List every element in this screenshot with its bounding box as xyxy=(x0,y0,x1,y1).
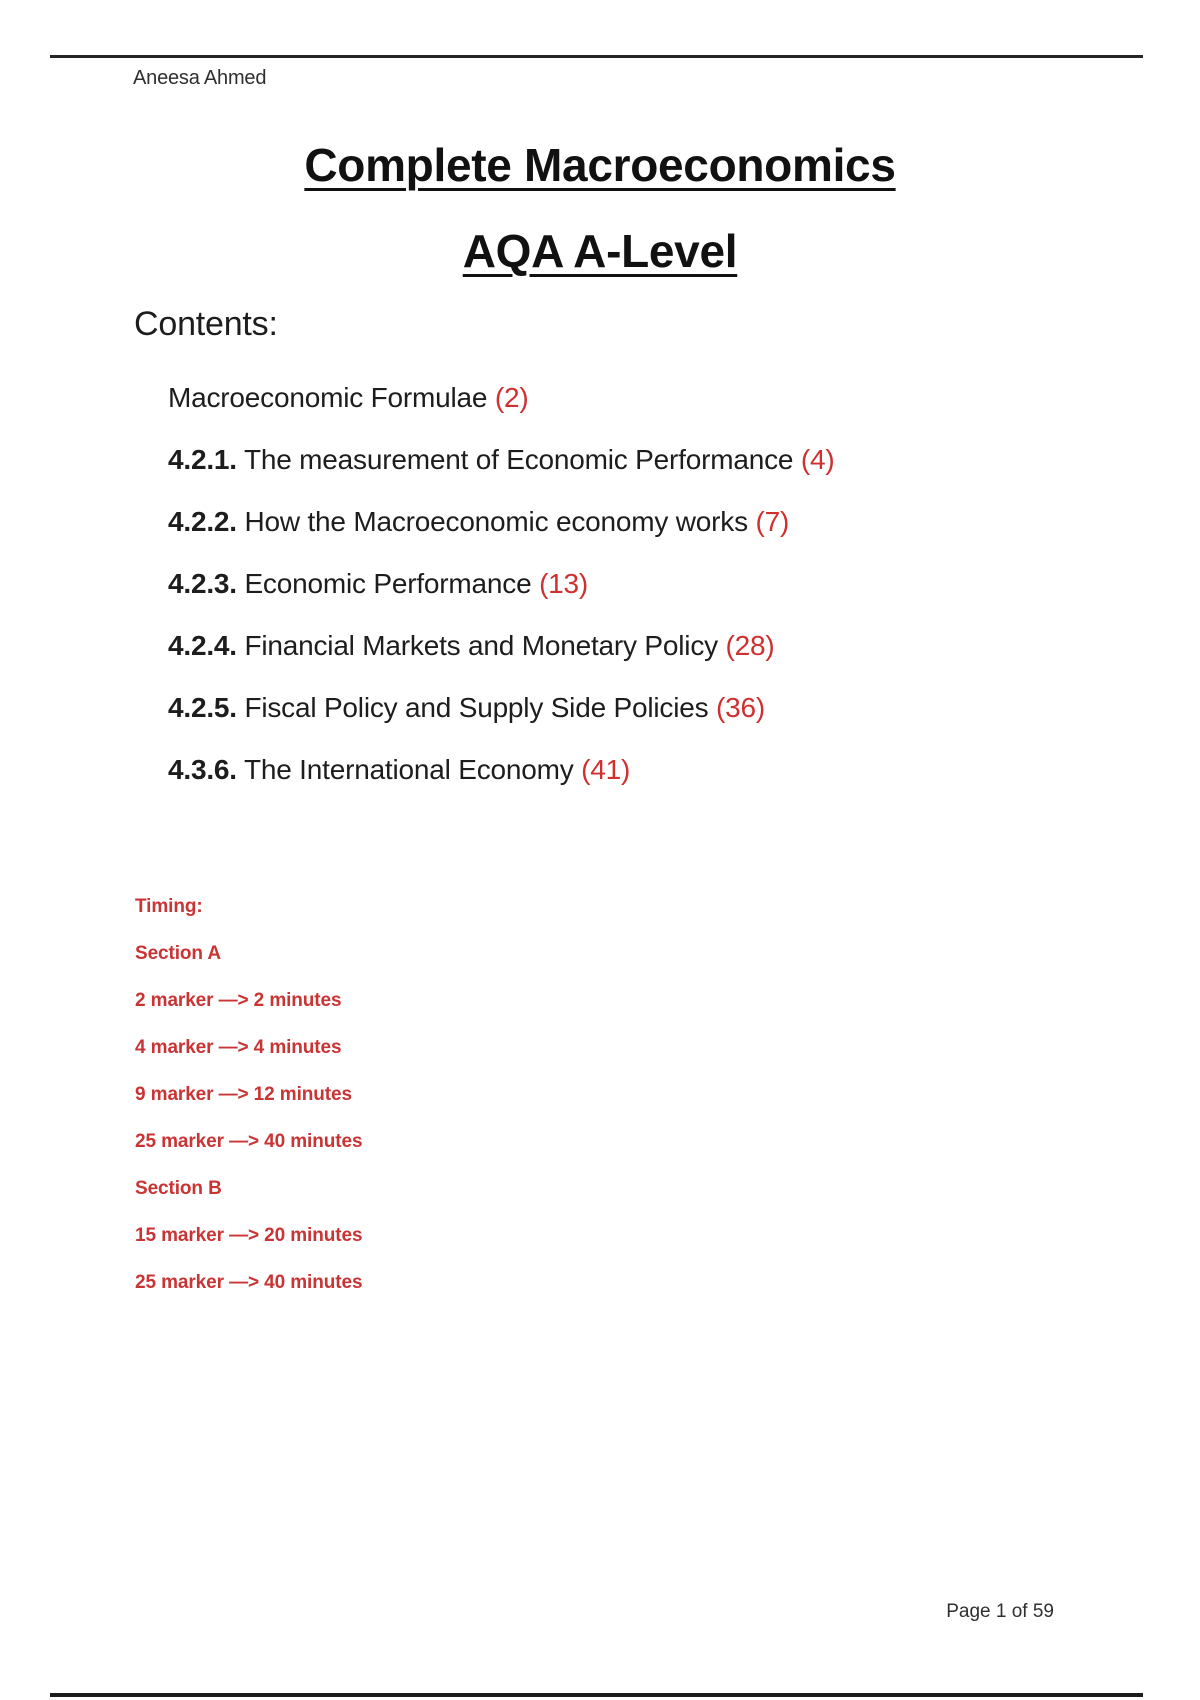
header-rule xyxy=(50,55,1143,58)
toc-item: 4.2.1. The measurement of Economic Perfo… xyxy=(168,442,1128,477)
timing-section-b-label: Section B xyxy=(135,1178,222,1199)
toc-item: 4.2.5. Fiscal Policy and Supply Side Pol… xyxy=(168,690,1128,725)
subtitle: AQA A-Level xyxy=(462,225,738,277)
toc-item-page-ref: (36) xyxy=(716,692,766,723)
toc-item-number: 4.2.3. xyxy=(168,568,237,599)
toc-item-page-ref: (13) xyxy=(539,568,589,599)
toc-item-number: 4.2.4. xyxy=(168,630,237,661)
timing-line: 9 marker —> 12 minutes xyxy=(135,1084,352,1105)
toc-item-number: 4.2.1. xyxy=(168,444,237,475)
toc-item-number: 4.2.5. xyxy=(168,692,237,723)
toc-item-label: Economic Performance xyxy=(244,568,532,599)
footer-rule xyxy=(50,1693,1143,1697)
toc-item-number: 4.3.6. xyxy=(168,754,237,785)
toc-item-label: Financial Markets and Monetary Policy xyxy=(244,630,718,661)
main-title: Complete Macroeconomics xyxy=(304,139,896,191)
timing-line: 25 marker —> 40 minutes xyxy=(135,1272,363,1293)
toc-item-label: Macroeconomic Formulae xyxy=(168,382,488,413)
toc-item-label: The International Economy xyxy=(243,754,574,785)
timing-line: 2 marker —> 2 minutes xyxy=(135,990,342,1011)
toc-item: 4.3.6. The International Economy (41) xyxy=(168,752,1128,787)
toc-item-number: 4.2.2. xyxy=(168,506,237,537)
toc-item-page-ref: (4) xyxy=(800,444,835,475)
toc-item-page-ref: (7) xyxy=(755,506,790,537)
page-number-footer: Page 1 of 59 xyxy=(946,1601,1054,1622)
timing-line: 25 marker —> 40 minutes xyxy=(135,1131,363,1152)
timing-line: 4 marker —> 4 minutes xyxy=(135,1037,342,1058)
toc-item: 4.2.3. Economic Performance (13) xyxy=(168,566,1128,601)
toc-item: Macroeconomic Formulae (2) xyxy=(168,380,1128,415)
timing-section-a-label: Section A xyxy=(135,943,222,964)
toc-item-label: How the Macroeconomic economy works xyxy=(244,506,748,537)
timing-section: Timing: Section A 2 marker —> 2 minutes … xyxy=(135,895,735,1318)
toc-item: 4.2.4. Financial Markets and Monetary Po… xyxy=(168,628,1128,663)
toc-item-label: Fiscal Policy and Supply Side Policies xyxy=(244,692,709,723)
contents-heading: Contents: xyxy=(134,305,278,343)
timing-heading: Timing: xyxy=(135,896,203,917)
toc-item-page-ref: (2) xyxy=(494,382,529,413)
author-name: Aneesa Ahmed xyxy=(133,67,267,89)
toc-item-label: The measurement of Economic Performance xyxy=(243,444,794,475)
timing-line: 15 marker —> 20 minutes xyxy=(135,1225,363,1246)
table-of-contents: Macroeconomic Formulae (2) 4.2.1. The me… xyxy=(168,380,1128,814)
toc-item: 4.2.2. How the Macroeconomic economy wor… xyxy=(168,504,1128,539)
toc-item-page-ref: (41) xyxy=(581,754,631,785)
toc-item-page-ref: (28) xyxy=(725,630,775,661)
